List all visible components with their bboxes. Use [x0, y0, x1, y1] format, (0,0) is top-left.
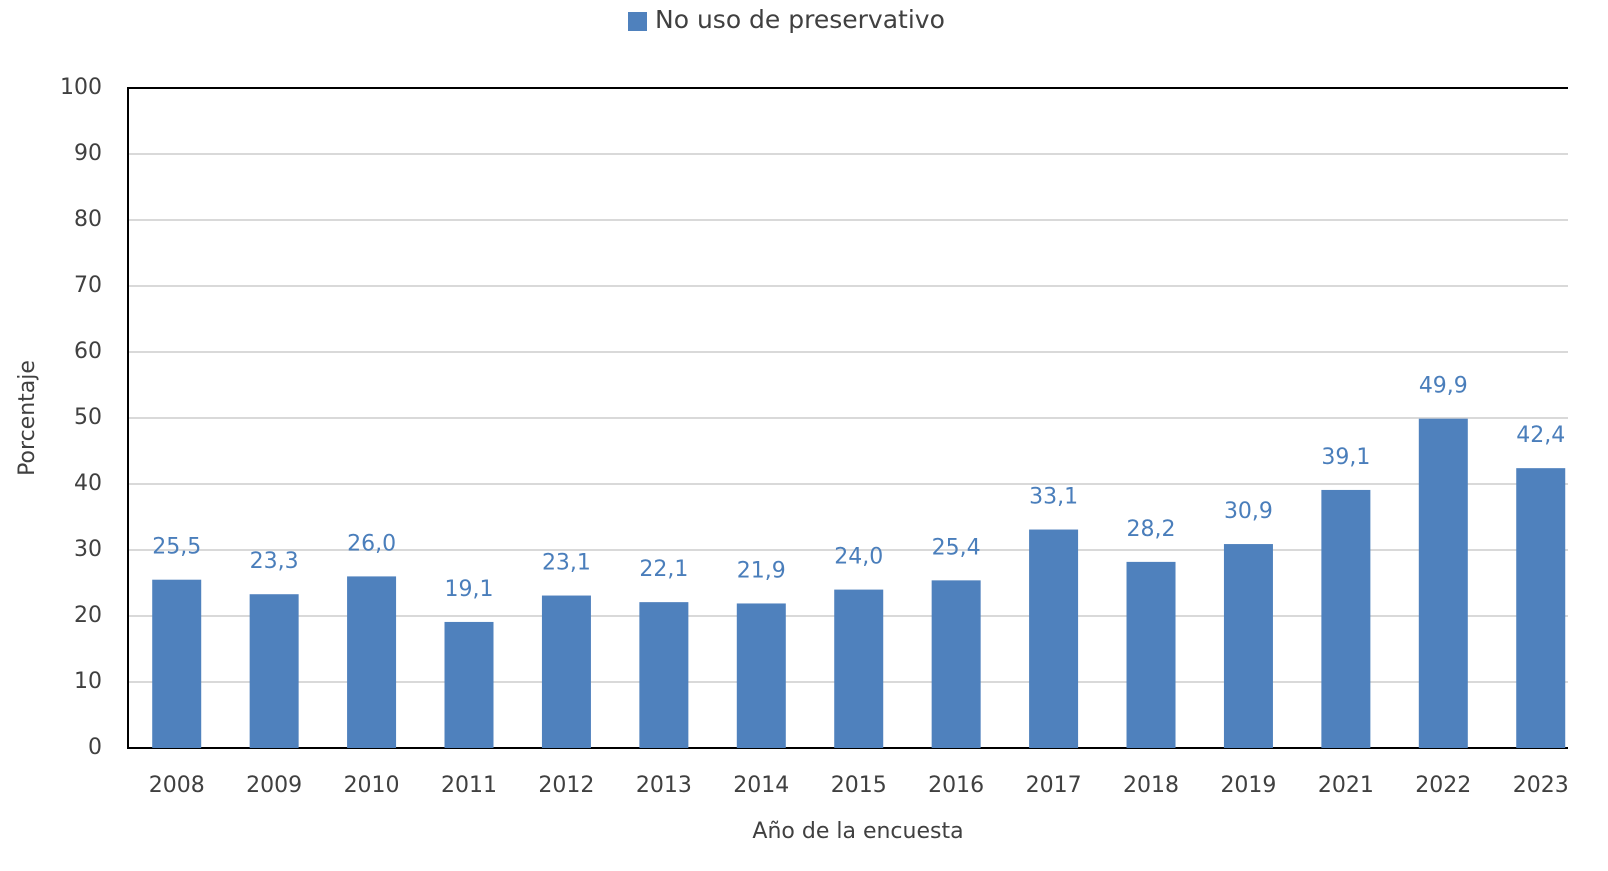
value-label: 22,1	[639, 557, 688, 582]
x-tick-label: 2017	[1026, 773, 1082, 798]
value-label: 26,0	[347, 531, 396, 556]
value-label: 24,0	[834, 545, 883, 570]
x-tick-label: 2012	[538, 773, 594, 798]
x-tick-label: 2013	[636, 773, 692, 798]
bar	[1418, 418, 1468, 748]
y-tick-label: 40	[74, 471, 102, 496]
bar	[1516, 468, 1566, 748]
value-label: 19,1	[445, 577, 494, 602]
legend-swatch	[628, 12, 647, 31]
x-tick-label: 2023	[1513, 773, 1568, 798]
value-label: 21,9	[737, 558, 786, 583]
bar	[152, 579, 202, 748]
bar	[249, 594, 299, 748]
value-label: 28,2	[1127, 517, 1176, 542]
x-tick-label: 2011	[441, 773, 497, 798]
bar	[931, 580, 981, 748]
x-tick-label: 2018	[1123, 773, 1179, 798]
x-tick-label: 2016	[928, 773, 984, 798]
x-tick-label: 2014	[733, 773, 789, 798]
x-tick-label: 2009	[246, 773, 302, 798]
x-tick-label: 2022	[1415, 773, 1471, 798]
y-tick-label: 50	[74, 405, 102, 430]
y-tick-label: 30	[74, 537, 102, 562]
y-tick-label: 60	[74, 339, 102, 364]
bar	[1223, 544, 1273, 748]
y-tick-label: 10	[74, 669, 102, 694]
bar	[444, 621, 494, 748]
value-label: 30,9	[1224, 499, 1273, 524]
y-tick-label: 20	[74, 603, 102, 628]
y-tick-label: 100	[60, 75, 102, 100]
y-tick-label: 90	[74, 141, 102, 166]
bar	[1126, 561, 1176, 748]
x-tick-label: 2010	[344, 773, 400, 798]
bar	[736, 603, 786, 748]
chart: Porcentaje Año de la encuesta 0 10 20 30 40 5…	[15, 5, 1568, 844]
y-tick-label: 80	[74, 207, 102, 232]
value-label: 25,4	[932, 535, 981, 560]
x-tick-label: 2021	[1318, 773, 1374, 798]
x-tick-label: 2019	[1220, 773, 1276, 798]
value-label: 25,5	[152, 535, 201, 560]
y-axis-title: Porcentaje	[15, 360, 40, 476]
bar	[1321, 489, 1371, 748]
x-tick-label: 2015	[831, 773, 887, 798]
bar	[347, 576, 397, 748]
value-label: 23,1	[542, 551, 591, 576]
value-label: 49,9	[1419, 374, 1468, 399]
value-label: 39,1	[1321, 445, 1370, 470]
x-axis-title: Año de la encuesta	[752, 819, 963, 844]
legend-label: No uso de preservativo	[655, 5, 945, 34]
bar	[639, 602, 689, 748]
y-tick-label: 0	[88, 735, 102, 760]
bar	[834, 589, 884, 748]
y-tick-label: 70	[74, 273, 102, 298]
value-label: 23,3	[250, 549, 299, 574]
value-label: 33,1	[1029, 485, 1078, 510]
x-tick-label: 2008	[149, 773, 205, 798]
bar	[541, 595, 591, 748]
bar	[1029, 529, 1079, 748]
value-label: 42,4	[1516, 423, 1565, 448]
